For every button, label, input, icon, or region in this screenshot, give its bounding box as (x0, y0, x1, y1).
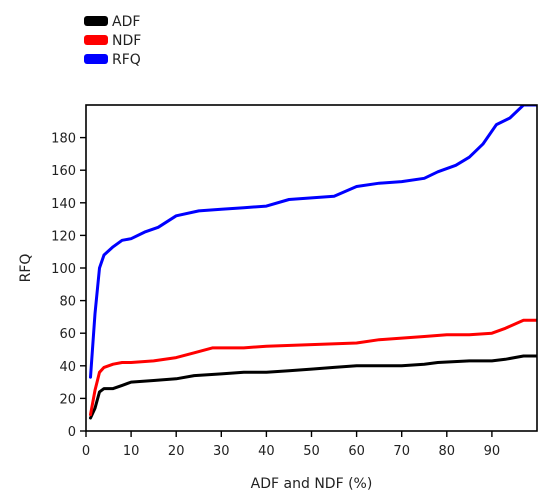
x-tick-label: 60 (348, 444, 365, 459)
series-line-adf (89, 354, 537, 420)
legend-label-adf: ADF (112, 14, 140, 30)
y-axis-ticks: 0 20 40 60 80 100 120 140 160 180 (51, 132, 86, 440)
legend-swatch-adf (84, 16, 108, 26)
x-tick-label: 80 (439, 444, 456, 459)
series-line-ndf (89, 318, 537, 417)
x-tick-label: 70 (393, 444, 410, 459)
plot-frame (85, 104, 538, 432)
y-tick-label: 0 (68, 425, 76, 440)
x-axis-ticks: 0 10 20 30 40 50 60 70 80 90 (82, 431, 500, 459)
x-tick-label: 10 (123, 444, 140, 459)
y-tick-label: 160 (51, 164, 76, 179)
y-tick-label: 140 (51, 197, 76, 212)
y-tick-label: 80 (59, 295, 76, 310)
x-tick-label: 20 (168, 444, 185, 459)
legend-label-ndf: NDF (112, 33, 141, 49)
legend: ADF NDF RFQ (84, 14, 141, 68)
x-tick-label: 0 (82, 444, 90, 459)
series-layer (89, 105, 537, 420)
x-tick-label: 30 (213, 444, 230, 459)
y-tick-label: 180 (51, 132, 76, 147)
y-tick-label: 100 (51, 262, 76, 277)
y-axis-title: RFQ (18, 254, 34, 283)
legend-swatch-ndf (84, 35, 108, 45)
x-tick-label: 40 (258, 444, 275, 459)
y-tick-label: 20 (59, 392, 76, 407)
legend-label-rfq: RFQ (112, 52, 141, 68)
legend-swatch-rfq (84, 54, 108, 64)
x-tick-label: 90 (484, 444, 501, 459)
y-tick-label: 120 (51, 229, 76, 244)
y-tick-label: 40 (59, 360, 76, 375)
series-line-rfq (89, 105, 537, 379)
x-axis-title: ADF and NDF (%) (251, 476, 373, 492)
plot-area: 0 10 20 30 40 50 60 70 80 90 0 20 40 60 80 100 120 140 16… (51, 104, 538, 459)
x-tick-label: 50 (303, 444, 320, 459)
y-tick-label: 60 (59, 327, 76, 342)
